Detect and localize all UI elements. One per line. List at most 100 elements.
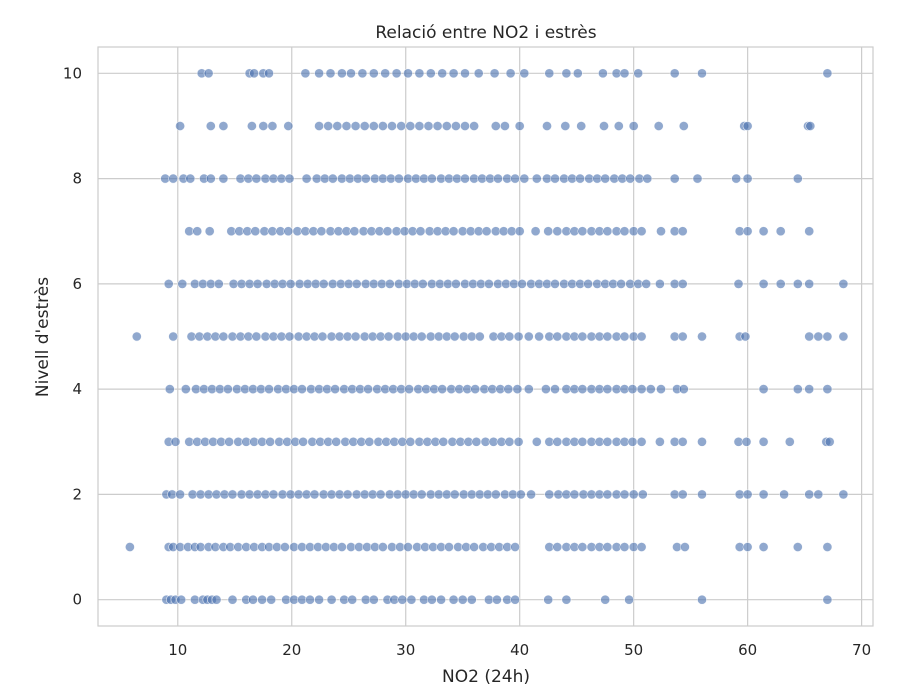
data-point bbox=[758, 384, 769, 394]
data-point bbox=[552, 542, 563, 552]
data-point bbox=[350, 331, 361, 342]
data-point bbox=[180, 384, 191, 394]
data-point bbox=[697, 489, 707, 500]
data-point bbox=[619, 542, 630, 552]
data-point bbox=[541, 384, 551, 394]
data-point bbox=[697, 68, 707, 79]
data-point bbox=[258, 121, 269, 131]
data-point bbox=[822, 384, 833, 394]
y-tick-label: 4 bbox=[72, 380, 82, 398]
data-point bbox=[175, 121, 185, 131]
data-point bbox=[267, 121, 278, 131]
data-point bbox=[813, 489, 824, 500]
data-point bbox=[448, 594, 459, 605]
data-point bbox=[543, 226, 554, 237]
data-point bbox=[332, 121, 343, 131]
data-point bbox=[347, 594, 358, 605]
data-point bbox=[616, 278, 626, 289]
data-point bbox=[325, 68, 336, 79]
data-point bbox=[368, 594, 379, 605]
data-point bbox=[534, 331, 544, 342]
data-point bbox=[213, 278, 224, 289]
data-point bbox=[316, 226, 327, 237]
data-point bbox=[505, 68, 516, 79]
data-point bbox=[656, 384, 666, 394]
data-point bbox=[377, 542, 388, 552]
data-point bbox=[822, 542, 833, 552]
data-point bbox=[653, 121, 664, 131]
data-point bbox=[742, 226, 753, 237]
data-point bbox=[804, 489, 815, 500]
data-point bbox=[364, 436, 375, 447]
data-point bbox=[504, 331, 515, 342]
data-point bbox=[523, 331, 534, 342]
data-point bbox=[572, 68, 583, 79]
data-point bbox=[624, 594, 634, 605]
data-point bbox=[323, 121, 334, 131]
data-point bbox=[414, 121, 425, 131]
data-point bbox=[264, 384, 274, 394]
data-point bbox=[305, 594, 315, 605]
data-point bbox=[205, 173, 216, 184]
data-point bbox=[384, 278, 395, 289]
data-point bbox=[697, 594, 707, 605]
data-point bbox=[449, 489, 460, 500]
y-tick-label: 2 bbox=[72, 485, 82, 503]
data-point bbox=[360, 173, 371, 184]
data-point bbox=[792, 542, 803, 552]
data-point bbox=[600, 594, 611, 605]
data-point bbox=[519, 68, 530, 79]
data-point bbox=[503, 384, 514, 394]
data-point bbox=[804, 278, 815, 289]
data-point bbox=[822, 594, 833, 605]
data-point bbox=[600, 173, 611, 184]
x-tick-label: 10 bbox=[168, 641, 187, 659]
data-point bbox=[490, 489, 501, 500]
data-point bbox=[805, 121, 816, 131]
data-point bbox=[742, 489, 753, 500]
data-point bbox=[168, 331, 179, 342]
data-point bbox=[758, 226, 769, 237]
data-point bbox=[560, 121, 571, 131]
data-point bbox=[437, 68, 448, 79]
data-point bbox=[317, 331, 328, 342]
data-point bbox=[838, 278, 849, 289]
data-point bbox=[619, 226, 630, 237]
data-point bbox=[619, 68, 630, 79]
data-point bbox=[628, 121, 639, 131]
data-point bbox=[513, 436, 524, 447]
data-point bbox=[575, 173, 585, 184]
data-point bbox=[466, 594, 477, 605]
data-point bbox=[577, 436, 588, 447]
data-point bbox=[742, 542, 753, 552]
data-point bbox=[436, 594, 446, 605]
data-point bbox=[576, 121, 587, 131]
data-point bbox=[298, 436, 308, 447]
data-point bbox=[405, 121, 416, 131]
data-point bbox=[397, 594, 408, 605]
data-point bbox=[204, 226, 215, 237]
data-point bbox=[577, 542, 588, 552]
data-point bbox=[544, 489, 555, 500]
data-point bbox=[619, 489, 630, 500]
data-point bbox=[250, 226, 261, 237]
data-point bbox=[813, 331, 824, 342]
data-point bbox=[493, 173, 503, 184]
data-point bbox=[561, 594, 572, 605]
data-point bbox=[804, 226, 815, 237]
data-point bbox=[283, 121, 294, 131]
data-point bbox=[510, 173, 520, 184]
data-point bbox=[627, 384, 638, 394]
data-point bbox=[636, 226, 647, 237]
x-tick-label: 70 bbox=[852, 641, 871, 659]
data-point bbox=[677, 331, 688, 342]
data-point bbox=[331, 436, 342, 447]
data-point bbox=[403, 542, 413, 552]
data-point bbox=[577, 331, 588, 342]
data-point bbox=[185, 173, 196, 184]
data-point bbox=[227, 594, 238, 605]
data-point bbox=[602, 542, 613, 552]
data-point bbox=[561, 68, 572, 79]
data-point bbox=[314, 121, 324, 131]
data-point bbox=[678, 121, 689, 131]
